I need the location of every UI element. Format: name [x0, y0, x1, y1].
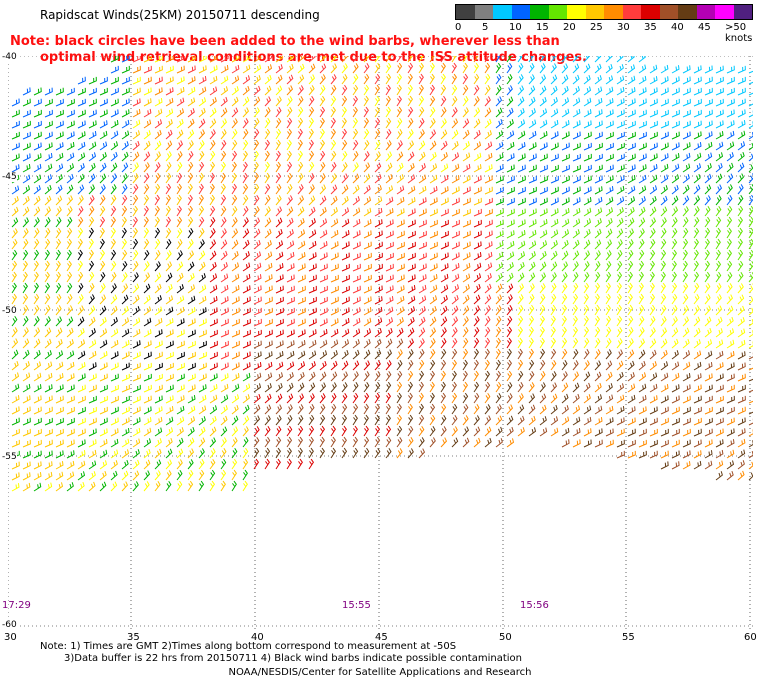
- legend-label: 15: [536, 22, 549, 33]
- x-tick-label: 40: [251, 632, 264, 643]
- legend-swatch: [678, 5, 697, 19]
- note-line-1: Note: black circles have been added to t…: [10, 34, 560, 49]
- legend-label: 35: [644, 22, 657, 33]
- legend-label: 40: [671, 22, 684, 33]
- legend-label: >50 knots: [725, 22, 753, 44]
- legend-label: 10: [509, 22, 522, 33]
- y-tick-label: -55: [2, 452, 17, 462]
- time-label: 17:29: [2, 600, 31, 611]
- x-tick-label: 35: [127, 632, 140, 643]
- legend-label: 45: [698, 22, 711, 33]
- legend-swatch: [659, 5, 678, 19]
- legend-swatch: [493, 5, 512, 19]
- legend-swatch: [474, 5, 493, 19]
- legend-swatch: [567, 5, 586, 19]
- wind-speed-legend: 0 5 10 15 20 25 30 35 40 45 >50 knots: [455, 4, 753, 44]
- x-tick-label: 45: [375, 632, 388, 643]
- legend-swatch: [622, 5, 641, 19]
- time-label: 15:56: [520, 600, 549, 611]
- legend-swatch: [530, 5, 549, 19]
- wind-barbs: [11, 56, 753, 492]
- legend-color-bar: [455, 4, 753, 20]
- y-tick-label: -60: [2, 620, 17, 630]
- credit-line: NOAA/NESDIS/Center for Satellite Applica…: [228, 667, 532, 678]
- legend-label: 20: [563, 22, 576, 33]
- legend-swatch: [733, 5, 752, 19]
- x-tick-label: 50: [499, 632, 512, 643]
- legend-swatch: [604, 5, 623, 19]
- x-tick-label: 30: [4, 632, 17, 643]
- y-tick-label: -45: [2, 172, 17, 182]
- legend-swatch: [585, 5, 604, 19]
- map-title: Rapidscat Winds(25KM) 20150711 descendin…: [40, 8, 320, 22]
- wind-barb-map: [8, 56, 753, 630]
- legend-swatch: [456, 5, 475, 19]
- x-tick-label: 60: [744, 632, 757, 643]
- legend-label: 5: [482, 22, 489, 33]
- legend-swatch: [511, 5, 530, 19]
- y-tick-label: -40: [2, 52, 17, 62]
- y-tick-label: -50: [2, 306, 17, 316]
- legend-swatch: [715, 5, 734, 19]
- legend-swatch: [548, 5, 567, 19]
- time-label: 15:55: [342, 600, 371, 611]
- x-tick-label: 55: [622, 632, 635, 643]
- legend-labels: 0 5 10 15 20 25 30 35 40 45 >50 knots: [455, 20, 753, 44]
- legend-label: 25: [590, 22, 603, 33]
- footnote-line-2: 3)Data buffer is 22 hrs from 20150711 4)…: [64, 653, 522, 664]
- note-line-2: optimal wind retrieval conditions are me…: [40, 50, 587, 65]
- footnote-line-1: Note: 1) Times are GMT 2)Times along bot…: [40, 641, 457, 652]
- legend-swatch: [696, 5, 715, 19]
- legend-label: 0: [455, 22, 462, 33]
- legend-label: 30: [617, 22, 630, 33]
- legend-swatch: [641, 5, 660, 19]
